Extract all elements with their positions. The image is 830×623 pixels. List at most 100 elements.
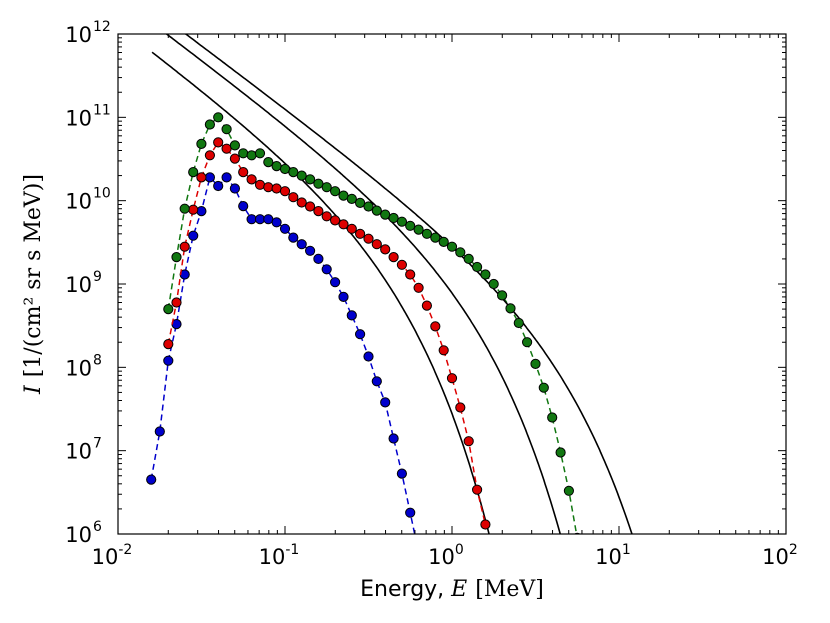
data-point [321,264,332,275]
data-point [188,230,199,241]
y-tick-label-exponent: 11 [93,102,111,118]
data-point [547,412,558,423]
data-point [188,204,199,215]
data-point [221,172,232,183]
data-point [171,252,182,263]
x-tick-label: 102 [762,542,798,569]
data-point [179,241,190,252]
data-point [488,278,499,290]
data-point [196,206,207,217]
data-point [204,150,215,161]
data-point [213,112,224,123]
y-axis-label-math: I [21,384,46,395]
data-point [396,259,407,270]
data-point [563,485,575,496]
data-point [271,217,282,228]
data-point [505,303,516,314]
data-point [405,220,416,231]
data-point [363,233,374,244]
data-point [263,157,274,168]
data-point [279,186,291,197]
data-point [163,339,174,350]
x-tick-label: 10-2 [92,542,133,569]
y-tick-label: 10 [65,356,92,380]
data-point [346,310,357,321]
data-point [188,167,199,178]
data-point [455,402,466,413]
data-point [380,209,391,220]
data-point [279,223,291,234]
series-red [163,34,562,534]
data-point [313,206,324,217]
y-tick-label-exponent: 10 [93,186,111,202]
data-point [229,140,240,151]
data-point [355,329,366,340]
data-point [238,201,249,212]
data-point [396,216,407,227]
y-tick-label: 10 [65,523,92,547]
data-point [430,321,441,332]
data-point [330,277,341,288]
data-point [414,548,423,557]
y-tick-label: 10 [65,440,92,464]
data-point [246,214,257,225]
y-axis-label: I [1/(cm² sr s MeV)] [21,174,46,395]
data-point [530,358,541,369]
x-axis-label-text: Energy, [360,577,451,602]
y-tick-label: 10 [65,273,92,297]
y-tick-label: 10 [65,190,92,214]
data-point [446,241,458,252]
data-point [371,376,382,387]
data-point [296,197,307,208]
data-point [480,269,491,280]
series-blue-dashed-line [150,175,416,534]
data-point [355,228,366,239]
y-tick-label: 10 [65,23,92,47]
y-axis-label-unit: [1/(cm² sr s MeV)] [21,174,46,377]
data-point [146,474,157,485]
data-point [321,211,332,222]
data-point [179,203,190,214]
data-point [196,138,207,149]
data-point [555,447,566,458]
y-tick-label-exponent: 9 [93,269,102,285]
data-point [330,186,341,197]
data-point [213,180,224,192]
data-point [513,317,524,329]
data-point [355,197,366,208]
x-tick-label: 100 [428,542,464,569]
data-point [204,172,215,183]
data-point [472,484,483,495]
data-point [380,397,391,408]
plot-area [146,34,633,557]
data-point [338,291,349,302]
data-point [196,172,207,183]
y-tick-label-exponent: 6 [93,519,102,535]
data-point [413,282,424,293]
data-point [246,150,257,161]
data-point [305,245,316,256]
data-point [171,297,182,308]
data-point [538,382,549,393]
data-point [455,247,466,258]
data-point [430,232,441,243]
x-axis-label-unit: [MeV] [475,577,544,602]
axis-ticks [117,33,787,535]
data-point [522,337,533,348]
data-point [446,373,458,384]
data-point [163,355,174,366]
data-point [346,223,357,234]
data-point [296,170,307,181]
data-point [296,239,307,250]
data-point [497,290,508,301]
series-blue-fit-curve [151,51,490,534]
data-point [305,174,316,185]
data-point [254,179,266,190]
data-point [305,201,316,212]
data-point [421,228,432,239]
data-point [405,269,416,280]
data-point [288,192,299,203]
data-point [313,253,324,264]
data-point [229,153,240,164]
